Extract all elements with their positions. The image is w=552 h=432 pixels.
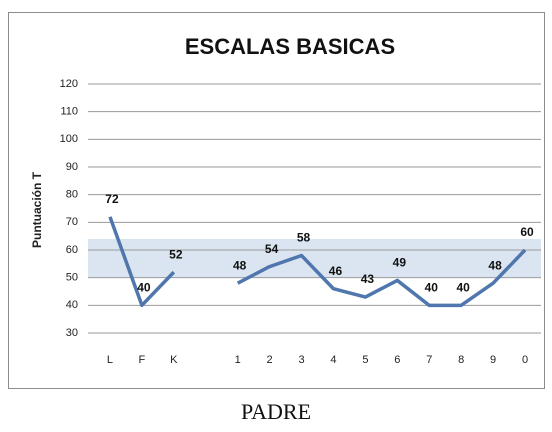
y-tick-label: 100 [60,133,78,145]
x-tick-label: 6 [394,354,400,366]
data-label: 46 [329,264,343,278]
data-label: 40 [456,281,470,295]
data-label: 52 [169,247,183,261]
y-tick-label: 90 [66,161,78,173]
data-label: 40 [425,281,439,295]
data-label: 58 [297,231,311,245]
y-tick-label: 60 [66,244,78,256]
y-tick-label: 110 [60,106,78,118]
x-tick-label: 8 [458,354,464,366]
data-label: 60 [520,225,534,239]
y-tick-label: 80 [66,189,78,201]
y-tick-label: 30 [66,327,78,339]
data-label: 54 [265,242,279,256]
data-label: 49 [393,256,407,270]
data-label: 43 [361,272,375,286]
y-tick-label: 40 [66,299,78,311]
data-line [236,248,527,308]
x-tick-label: 2 [267,354,273,366]
x-tick-label: 1 [235,354,241,366]
x-tick-label: 7 [426,354,432,366]
reference-band [88,238,541,278]
x-tick-label: 9 [490,354,496,366]
chart-frame [8,12,545,389]
x-tick-label: 5 [362,354,368,366]
caption: PADRE [241,399,311,424]
data-label: 72 [105,192,119,206]
chart-title: ESCALAS BASICAS [185,34,395,59]
x-tick-label: K [170,354,178,366]
data-line [108,216,176,308]
data-label: 48 [488,258,502,272]
x-tick-label: 4 [330,354,336,366]
y-tick-label: 120 [60,78,78,90]
y-axis-label: Puntuación T [30,171,44,248]
x-tick-label: F [139,354,146,366]
x-tick-label: L [107,354,113,366]
x-tick-label: 0 [522,354,528,366]
data-label: 40 [137,281,151,295]
y-tick-label: 50 [66,272,78,284]
y-tick-label: 70 [66,216,78,228]
data-label: 48 [233,258,247,272]
x-tick-label: 3 [298,354,304,366]
